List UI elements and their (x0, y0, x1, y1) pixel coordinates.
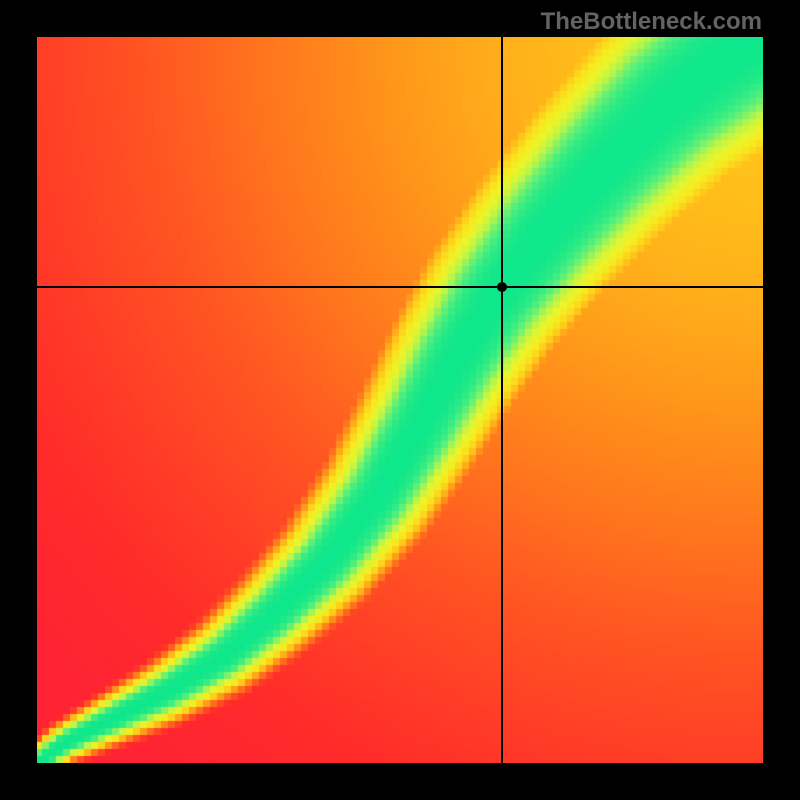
plot-border (35, 35, 765, 765)
crosshair-marker (497, 282, 507, 292)
crosshair-horizontal (35, 286, 765, 288)
crosshair-vertical (501, 35, 503, 765)
chart-frame: TheBottleneck.com (0, 0, 800, 800)
watermark-text: TheBottleneck.com (541, 8, 762, 36)
